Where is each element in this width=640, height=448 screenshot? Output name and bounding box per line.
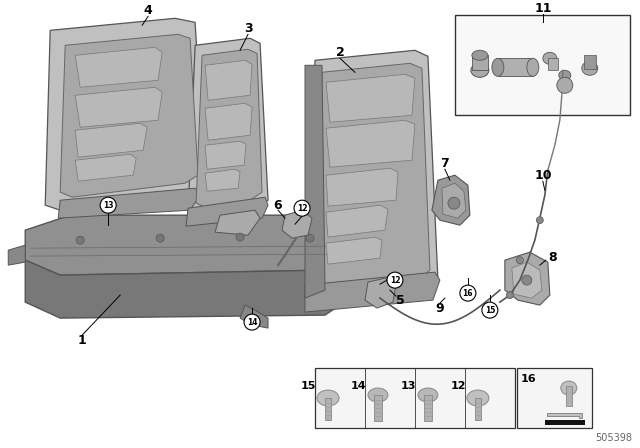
Bar	[584, 55, 596, 69]
Bar	[455, 15, 630, 115]
Polygon shape	[326, 205, 388, 237]
Ellipse shape	[543, 52, 557, 65]
Polygon shape	[60, 34, 198, 197]
Polygon shape	[326, 168, 398, 206]
Polygon shape	[326, 74, 415, 122]
Polygon shape	[240, 305, 268, 328]
Text: 8: 8	[548, 250, 557, 263]
Text: 11: 11	[534, 2, 552, 15]
Text: 1: 1	[78, 334, 86, 347]
Text: 13: 13	[401, 381, 416, 391]
Ellipse shape	[472, 50, 488, 60]
Circle shape	[522, 275, 532, 285]
Circle shape	[557, 78, 573, 93]
Text: 7: 7	[440, 157, 449, 170]
Text: 13: 13	[103, 201, 113, 210]
Text: 3: 3	[244, 22, 252, 35]
Circle shape	[244, 314, 260, 330]
Polygon shape	[305, 272, 440, 312]
Bar	[545, 420, 585, 425]
Ellipse shape	[527, 58, 539, 76]
Bar	[566, 386, 572, 406]
Circle shape	[516, 257, 524, 263]
Text: 16: 16	[463, 289, 473, 297]
Ellipse shape	[561, 381, 577, 395]
Polygon shape	[432, 175, 470, 225]
Polygon shape	[196, 49, 262, 207]
Polygon shape	[75, 123, 147, 157]
Text: 16: 16	[521, 374, 536, 384]
Text: 9: 9	[436, 302, 444, 314]
Text: 505398: 505398	[595, 433, 632, 443]
Circle shape	[387, 272, 403, 288]
Circle shape	[482, 302, 498, 318]
Text: 4: 4	[144, 4, 152, 17]
Ellipse shape	[582, 61, 598, 75]
Circle shape	[294, 200, 310, 216]
Text: 10: 10	[534, 169, 552, 182]
Text: 14: 14	[351, 381, 367, 391]
Text: 15: 15	[301, 381, 316, 391]
Polygon shape	[75, 47, 162, 87]
Text: 15: 15	[484, 306, 495, 314]
Bar	[374, 395, 382, 421]
Polygon shape	[75, 87, 162, 127]
Polygon shape	[205, 60, 252, 100]
Polygon shape	[314, 63, 430, 288]
Bar	[424, 395, 432, 421]
Polygon shape	[205, 103, 252, 140]
Polygon shape	[205, 141, 246, 169]
Bar	[475, 398, 481, 420]
Circle shape	[76, 236, 84, 244]
Polygon shape	[75, 154, 136, 181]
Polygon shape	[547, 413, 582, 418]
Bar	[325, 398, 331, 420]
Polygon shape	[512, 262, 542, 298]
Polygon shape	[25, 215, 360, 275]
Polygon shape	[8, 245, 25, 265]
Text: 2: 2	[335, 46, 344, 59]
Ellipse shape	[471, 63, 489, 78]
Text: 14: 14	[247, 318, 257, 327]
Circle shape	[536, 217, 543, 224]
Text: 6: 6	[274, 198, 282, 212]
Ellipse shape	[467, 390, 489, 406]
Polygon shape	[45, 18, 205, 210]
Circle shape	[100, 197, 116, 213]
Text: 5: 5	[396, 293, 404, 306]
Bar	[548, 58, 558, 70]
Bar	[498, 58, 533, 76]
Circle shape	[506, 292, 513, 299]
Circle shape	[460, 285, 476, 301]
Circle shape	[236, 233, 244, 241]
Ellipse shape	[559, 70, 571, 80]
Ellipse shape	[368, 388, 388, 402]
Circle shape	[306, 234, 314, 242]
Polygon shape	[505, 252, 550, 305]
Bar	[472, 55, 488, 70]
Bar	[517, 368, 592, 428]
Polygon shape	[215, 210, 260, 235]
Ellipse shape	[492, 58, 504, 76]
Polygon shape	[305, 50, 438, 300]
Polygon shape	[326, 120, 415, 167]
Ellipse shape	[317, 390, 339, 406]
Polygon shape	[282, 210, 312, 238]
Polygon shape	[186, 197, 268, 226]
Polygon shape	[442, 183, 466, 218]
Polygon shape	[205, 169, 240, 191]
Polygon shape	[58, 188, 200, 218]
Circle shape	[448, 197, 460, 209]
Text: 12: 12	[297, 204, 307, 213]
Polygon shape	[326, 237, 382, 264]
Text: 12: 12	[451, 381, 467, 391]
Polygon shape	[305, 65, 325, 298]
Bar	[315, 368, 515, 428]
Text: 12: 12	[390, 276, 400, 284]
Ellipse shape	[418, 388, 438, 402]
Polygon shape	[188, 39, 268, 218]
Circle shape	[156, 234, 164, 242]
Polygon shape	[365, 278, 396, 308]
Polygon shape	[25, 255, 355, 318]
